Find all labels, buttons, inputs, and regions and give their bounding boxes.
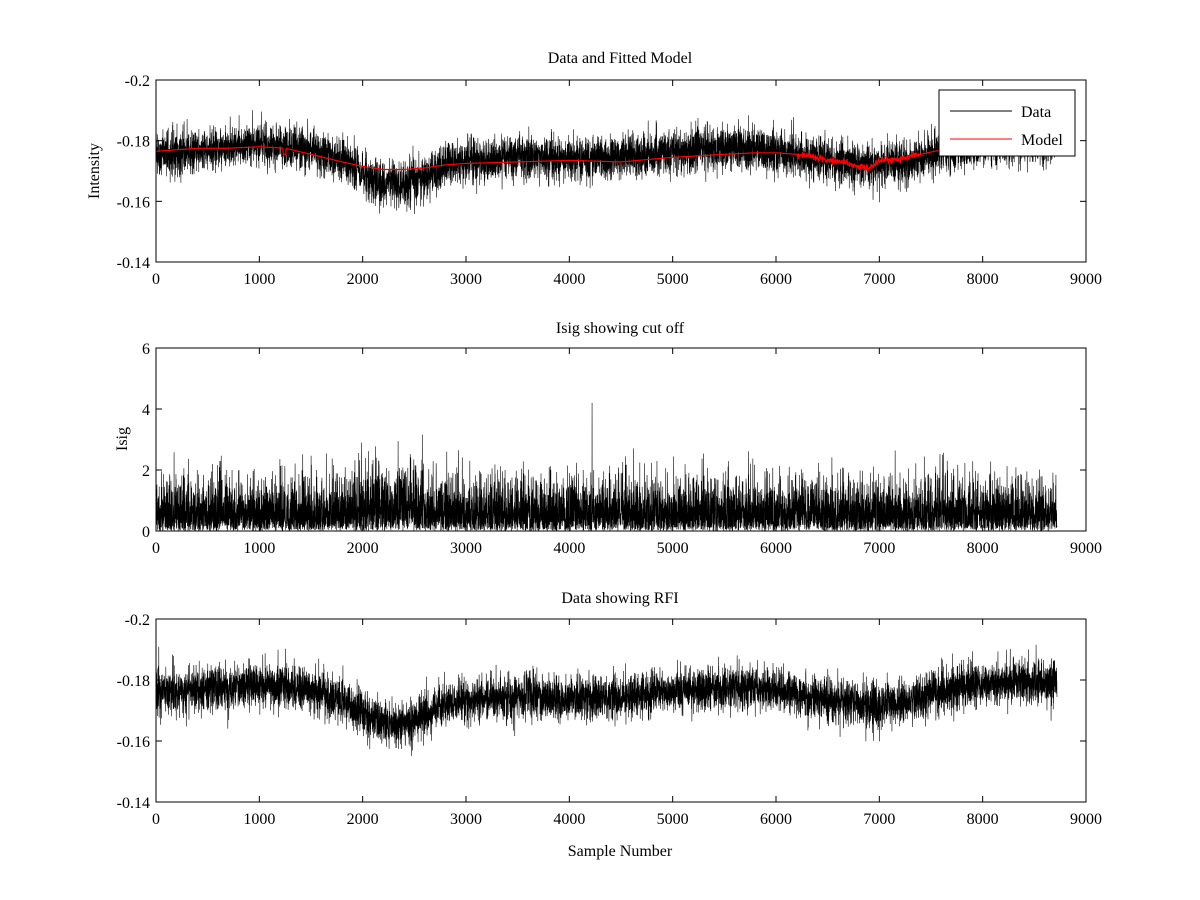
x-tick-label: 0 [152, 811, 160, 828]
x-tick-label: 6000 [760, 811, 792, 828]
panel-data-and-fitted-model: Data and Fitted Model Intensity 0 1000 200… [86, 50, 1102, 288]
x-tick-label: 3000 [450, 811, 482, 828]
panel-1-axes-box [155, 79, 1087, 263]
x-tick-label: 4000 [553, 271, 585, 288]
x-tick-label: 8000 [967, 271, 999, 288]
x-tick-label: 7000 [863, 271, 895, 288]
panel-2-ylabel: Isig [114, 427, 131, 451]
y-tick-label: 4 [142, 402, 150, 419]
y-tick-label: 6 [142, 341, 150, 358]
panel-1-x-ticks: 0 1000 2000 3000 4000 5000 6000 7000 8000 9000 [152, 80, 1102, 288]
x-tick-label: 5000 [657, 811, 689, 828]
panel-1-y-ticks: -0.14 -0.16 -0.18 -0.2 [117, 73, 1086, 272]
y-tick-label: -0.18 [117, 673, 150, 690]
panel-2-series [155, 402, 1058, 532]
panel-2-axes-box [155, 347, 1087, 532]
panel-1-title: Data and Fitted Model [548, 50, 693, 67]
y-tick-label: -0.16 [117, 734, 150, 751]
x-tick-label: 1000 [243, 540, 275, 557]
y-tick-label: -0.18 [117, 134, 150, 151]
x-tick-label: 7000 [863, 540, 895, 557]
x-tick-label: 1000 [243, 271, 275, 288]
x-tick-label: 2000 [347, 811, 379, 828]
x-tick-label: 6000 [760, 271, 792, 288]
x-tick-label: 9000 [1070, 540, 1102, 557]
x-tick-label: 4000 [553, 811, 585, 828]
x-tick-label: 5000 [657, 271, 689, 288]
x-tick-label: 2000 [347, 540, 379, 557]
series-line-isig [155, 402, 1058, 532]
series-line-data [155, 644, 1058, 756]
panel-3-series [155, 644, 1058, 756]
x-tick-label: 9000 [1070, 811, 1102, 828]
x-tick-label: 8000 [967, 811, 999, 828]
legend-model-label: Model [1021, 132, 1063, 149]
x-tick-label: 0 [152, 540, 160, 557]
panel-3-x-ticks: 0 1000 2000 3000 4000 5000 6000 7000 8000 9000 [152, 619, 1102, 828]
panel-3-axes-box [155, 618, 1087, 803]
x-tick-label: 5000 [657, 540, 689, 557]
panel-2-title: Isig showing cut off [556, 320, 685, 337]
x-tick-label: 3000 [450, 540, 482, 557]
legend-box [938, 89, 1076, 157]
x-tick-label: 2000 [347, 271, 379, 288]
series-line-model [155, 146, 1057, 173]
x-tick-label: 6000 [760, 540, 792, 557]
x-tick-label: 0 [152, 271, 160, 288]
y-tick-label: -0.14 [117, 795, 150, 812]
x-tick-label: 7000 [863, 811, 895, 828]
panel-2-x-ticks: 0 1000 2000 3000 4000 5000 6000 7000 8000 9000 [152, 348, 1102, 557]
x-tick-label: 1000 [243, 811, 275, 828]
panel-3-y-ticks: -0.14 -0.16 -0.18 -0.2 [117, 612, 1086, 812]
x-tick-label: 4000 [553, 540, 585, 557]
y-tick-label: -0.14 [117, 255, 150, 272]
y-tick-label: -0.16 [117, 194, 150, 211]
x-tick-label: 8000 [967, 540, 999, 557]
legend: Data Model [938, 89, 1076, 157]
panel-1-series [155, 109, 1058, 214]
legend-data-label: Data [1021, 104, 1051, 121]
panel-3-title: Data showing RFI [561, 590, 678, 607]
panel-data-showing-rfi: Data showing RFI Sample Number 0 1000 2000… [117, 590, 1102, 860]
panel-isig-showing-cut-off: Isig showing cut off Isig 0 1000 2000 3000 4… [114, 320, 1102, 557]
y-tick-label: 0 [142, 524, 150, 541]
series-line-data [155, 109, 1058, 214]
panel-1-ylabel: Intensity [86, 143, 103, 199]
y-tick-label: -0.2 [125, 612, 150, 629]
y-tick-label: 2 [142, 463, 150, 480]
y-tick-label: -0.2 [125, 73, 150, 90]
x-tick-label: 9000 [1070, 271, 1102, 288]
panel-3-xlabel: Sample Number [568, 843, 673, 860]
x-tick-label: 3000 [450, 271, 482, 288]
